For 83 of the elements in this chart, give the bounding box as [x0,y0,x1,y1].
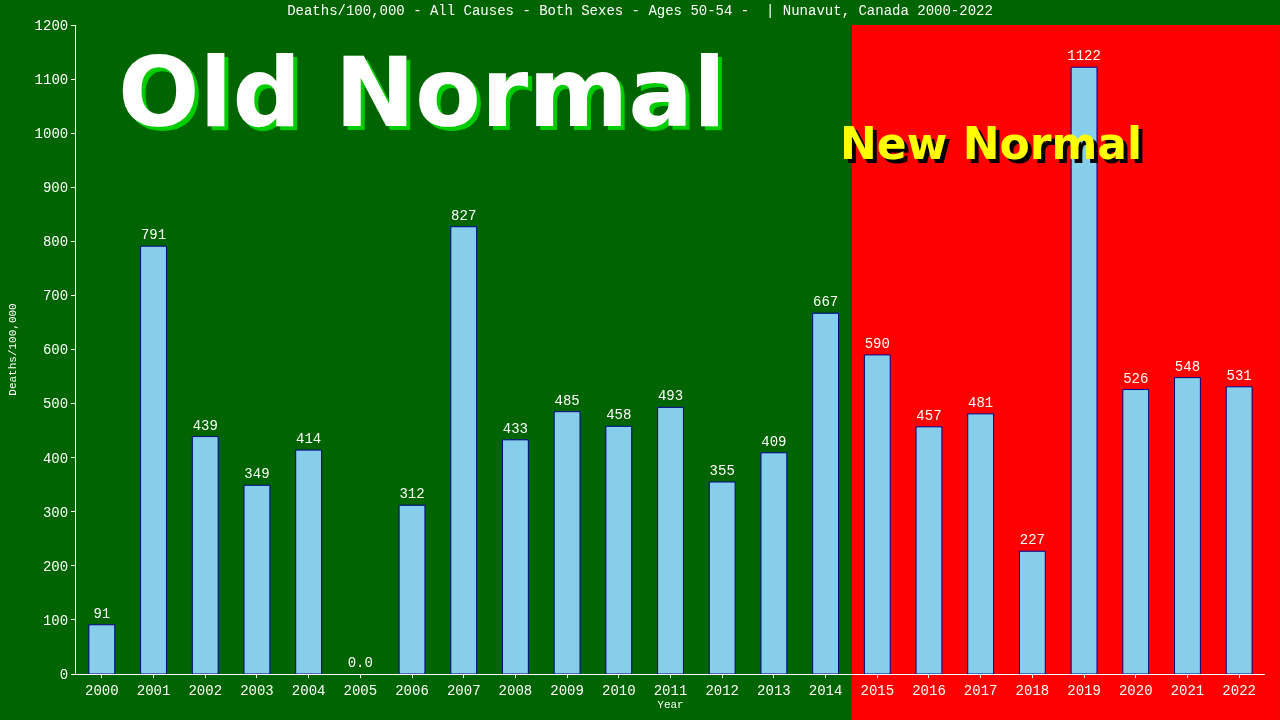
x-tick-label: 2011 [653,682,688,699]
bar [140,245,167,674]
bar [915,426,943,674]
x-tick-label: 2016 [912,682,946,699]
bar [295,449,323,674]
bar [1018,550,1046,674]
bar [708,481,736,674]
y-tick-label: 900 [42,180,69,197]
x-tick-label: 2004 [291,682,326,699]
y-tick-label: 600 [42,342,69,359]
x-axis-title: Year [657,699,684,711]
x-tick-label: 2018 [1015,682,1050,699]
x-tick-label: 2003 [240,682,274,699]
bar [760,452,788,674]
y-tick-label: 300 [42,504,69,521]
bar [191,436,219,674]
y-tick-label: 1100 [34,71,69,88]
data-label: 414 [296,431,322,448]
bar [812,312,840,674]
bar [553,411,581,674]
data-label: 531 [1226,367,1252,384]
data-label: 827 [451,207,477,224]
bar [605,425,633,674]
y-axis-title: Deaths/100,000 [7,303,20,396]
bar [88,624,116,674]
x-tick-label: 2015 [860,682,895,699]
data-label: 485 [554,392,580,409]
data-label: 526 [1123,370,1149,387]
data-label: 791 [140,227,167,244]
bar [967,413,995,674]
data-label: 91 [93,605,111,622]
data-label: 0.0 [347,655,373,671]
y-tick-label: 800 [42,234,69,251]
data-label: 493 [657,388,684,405]
data-label: 433 [502,420,529,437]
y-tick-label: 700 [42,288,69,305]
data-label: 667 [812,294,839,311]
data-label: 439 [192,417,218,434]
y-tick-label: 500 [42,396,69,413]
data-label: 1122 [1067,48,1101,65]
bar [450,226,478,674]
x-tick-label: 2014 [808,682,843,699]
data-label: 312 [399,486,425,503]
data-label: 481 [968,394,994,411]
y-tick-label: 400 [42,450,69,467]
bar [501,439,529,674]
y-tick-label: 1000 [34,126,69,143]
y-tick-label: 0 [59,666,69,683]
bar [1122,389,1150,674]
data-label: 458 [606,407,632,424]
x-tick-label: 2006 [395,682,429,699]
x-tick-label: 2021 [1170,682,1205,699]
y-tick-label: 100 [42,612,69,629]
x-tick-label: 2007 [446,682,481,699]
x-tick-label: 2010 [602,682,636,699]
data-label: 548 [1174,358,1201,375]
y-tick-label: 200 [42,558,69,575]
x-tick-label: 2000 [85,682,119,699]
x-tick-label: 2022 [1222,682,1256,699]
y-tick-label: 1200 [34,17,69,34]
data-label: 349 [244,466,270,483]
x-tick-label: 2012 [705,682,739,699]
x-tick-label: 2017 [963,682,998,699]
bar [1225,386,1253,674]
x-tick-label: 2008 [498,682,533,699]
bar [1174,377,1201,674]
x-tick-label: 2009 [550,682,584,699]
bar [657,406,684,674]
bar [243,484,271,674]
x-tick-label: 2019 [1067,682,1101,699]
bar [863,354,891,674]
x-tick-label: 2013 [757,682,791,699]
data-label: 409 [761,433,787,450]
x-tick-label: 2020 [1118,682,1153,699]
data-label: 590 [864,335,890,352]
x-tick-label: 2002 [188,682,223,699]
bar [398,504,426,674]
data-label: 227 [1019,532,1045,549]
data-label: 355 [709,463,735,479]
data-label: 457 [916,407,942,424]
x-tick-label: 2001 [136,682,171,699]
x-tick-label: 2005 [343,682,378,699]
chart-title: Deaths/100,000 - All Causes - Both Sexes - Ages 50-54 - | Nunavut, Canada 2000-2022 [287,2,993,19]
